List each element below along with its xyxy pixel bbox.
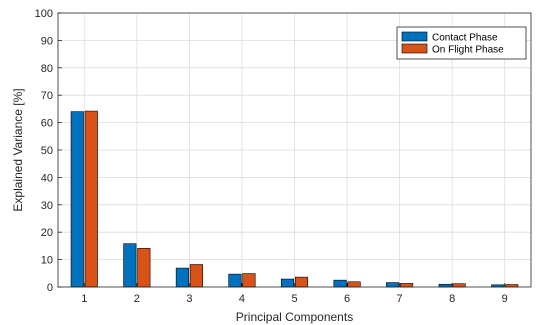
x-tick-label: 9: [502, 293, 508, 305]
y-tick-label: 100: [35, 8, 53, 20]
y-tick-label: 0: [47, 282, 53, 294]
y-tick-label: 40: [41, 172, 53, 184]
x-tick-label: 3: [186, 293, 192, 305]
bar-contact-phase: [334, 280, 347, 287]
bar-on-flight-phase: [400, 283, 413, 287]
legend-swatch: [402, 44, 427, 53]
x-tick-label: 8: [449, 293, 455, 305]
x-axis-label: Principal Components: [236, 310, 353, 324]
legend-label: On Flight Phase: [432, 45, 504, 56]
x-tick-label: 5: [291, 293, 297, 305]
bar-contact-phase: [124, 244, 137, 287]
x-tick-label: 4: [239, 293, 245, 305]
x-tick-label: 7: [397, 293, 403, 305]
x-tick-label: 2: [134, 293, 140, 305]
y-tick-label: 70: [41, 90, 53, 102]
y-tick-label: 90: [41, 35, 53, 47]
bar-contact-phase: [281, 279, 294, 287]
bar-on-flight-phase: [453, 284, 466, 287]
x-tick-label: 1: [81, 293, 87, 305]
y-axis-label: Explained Variance [%]: [11, 88, 25, 211]
y-tick-label: 80: [41, 63, 53, 75]
bar-on-flight-phase: [85, 111, 98, 287]
bar-contact-phase: [71, 112, 84, 287]
y-tick-label: 30: [41, 200, 53, 212]
legend-swatch: [402, 32, 427, 41]
bar-on-flight-phase: [138, 248, 151, 287]
bar-contact-phase: [386, 283, 399, 287]
y-tick-label: 20: [41, 227, 53, 239]
bar-on-flight-phase: [243, 274, 256, 287]
bar-on-flight-phase: [348, 282, 361, 287]
legend-label: Contact Phase: [432, 33, 498, 44]
x-tick-label: 6: [344, 293, 350, 305]
bar-contact-phase: [439, 284, 452, 287]
bar-on-flight-phase: [295, 277, 308, 287]
bar-on-flight-phase: [190, 265, 203, 287]
bar-contact-phase: [176, 268, 189, 287]
bar-contact-phase: [229, 274, 242, 287]
y-tick-label: 50: [41, 145, 53, 157]
y-tick-label: 10: [41, 255, 53, 267]
y-tick-label: 60: [41, 118, 53, 130]
